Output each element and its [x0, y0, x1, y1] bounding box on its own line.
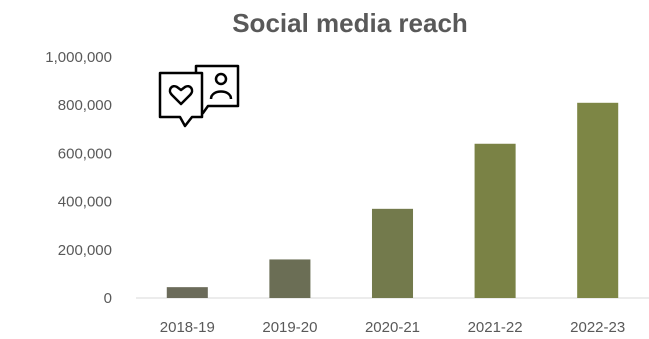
y-tick-label: 200,000: [58, 242, 112, 259]
chart-title: Social media reach: [232, 8, 468, 38]
x-tick-label: 2020-21: [365, 319, 420, 336]
bar-2019-20: [269, 259, 311, 298]
bar-2021-22: [474, 143, 516, 298]
x-tick-label: 2022-23: [570, 319, 625, 336]
bar-2022-23: [577, 102, 619, 298]
bar-2018-19: [166, 287, 208, 298]
y-tick-label: 600,000: [58, 145, 112, 162]
x-tick-label: 2018-19: [160, 319, 215, 336]
y-tick-label: 800,000: [58, 97, 112, 114]
y-tick-label: 0: [104, 290, 112, 307]
y-tick-label: 400,000: [58, 194, 112, 211]
social-media-chat-icon: [158, 64, 240, 128]
y-tick-label: 1,000,000: [45, 49, 112, 66]
x-tick-label: 2019-20: [262, 319, 317, 336]
x-tick-label: 2021-22: [468, 319, 523, 336]
bar-2020-21: [371, 208, 414, 298]
